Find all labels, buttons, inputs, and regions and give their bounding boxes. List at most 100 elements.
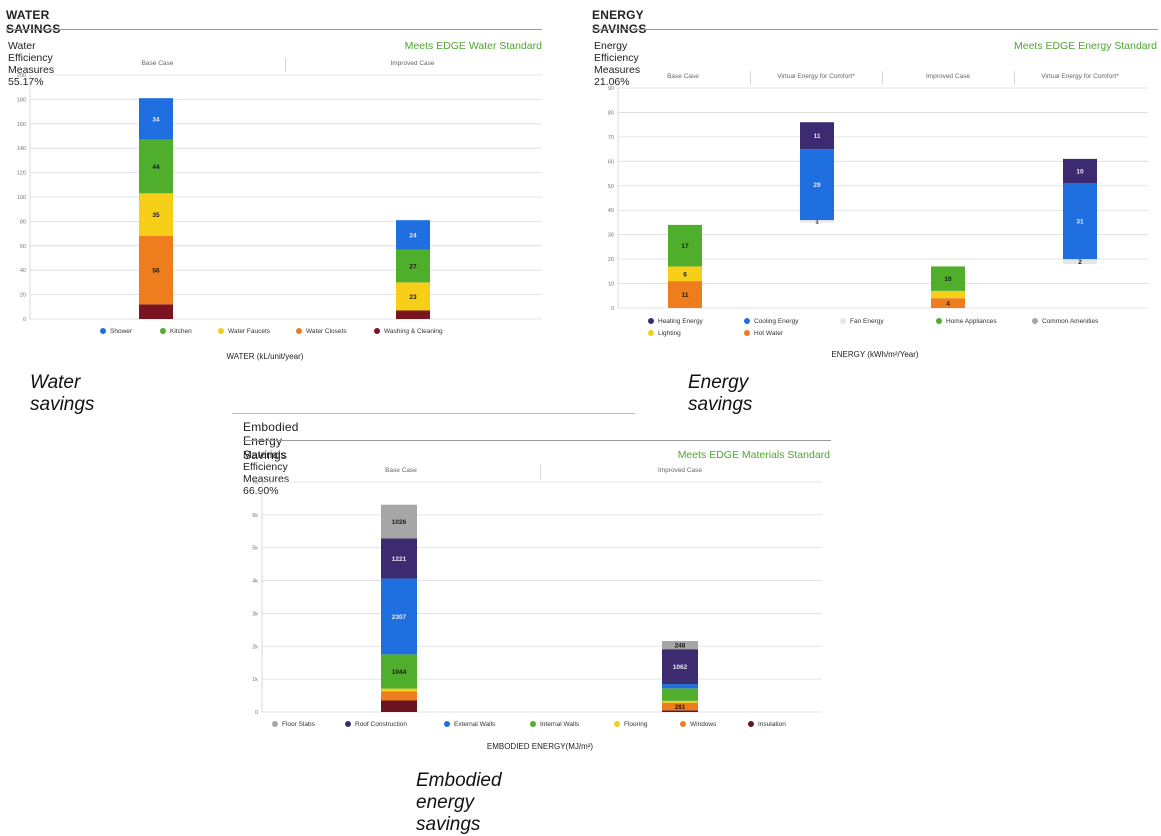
y-tick-label: 40 — [608, 208, 614, 214]
data-label: 1044 — [392, 669, 407, 676]
energy-case-divider — [1014, 71, 1015, 85]
energy-chart: 0 10 20 30 40 50 60 70 80 90 11 6 17 1 29 11 4 10 2 31 10 — [608, 86, 1148, 312]
bar-segment — [381, 578, 417, 655]
materials-case-header-0: Base Case — [385, 467, 417, 474]
legend-label: External Walls — [454, 721, 496, 728]
bar-segment — [668, 224, 702, 267]
bar-segment — [396, 282, 430, 311]
data-label: 2307 — [392, 614, 407, 621]
legend-marker — [680, 721, 686, 728]
bar-segment — [396, 249, 430, 283]
energy-case-divider — [882, 71, 883, 85]
legend-label: Lighting — [658, 330, 681, 337]
energy-title-rule — [592, 29, 1158, 30]
data-label: 11 — [814, 133, 821, 140]
legend-marker — [444, 721, 450, 728]
energy-efficiency-measure: Energy Efficiency Measures 21.06% — [594, 40, 641, 88]
bar-segment — [1063, 158, 1097, 184]
water-standard-status: Meets EDGE Water Standard — [404, 40, 542, 52]
legend-label: Floor Slabs — [282, 721, 315, 728]
materials-x-axis-label: EMBODIED ENERGY(MJ/m²) — [486, 742, 594, 751]
water-case-header-0: Base Case — [141, 60, 174, 67]
legend-marker — [748, 721, 754, 728]
y-tick-label: 40 — [20, 268, 26, 274]
materials-case-header-1: Improved Case — [657, 467, 703, 474]
y-tick-label: 50 — [608, 184, 614, 190]
materials-standard-status: Meets EDGE Materials Standard — [677, 449, 830, 461]
legend-marker — [345, 721, 351, 728]
data-label: 1221 — [392, 556, 407, 563]
y-tick-label: 60 — [608, 159, 614, 165]
bar-segment — [381, 654, 417, 689]
materials-legend-insulation: Insulation — [748, 721, 786, 728]
legend-label: Windows — [690, 721, 717, 728]
y-tick-label: 120 — [17, 171, 26, 177]
y-tick-label: 20 — [608, 257, 614, 263]
y-tick-label: 80 — [608, 110, 614, 116]
legend-label: Insulation — [758, 721, 786, 728]
y-tick-label: 100 — [17, 195, 26, 201]
bar-segment — [931, 266, 965, 291]
water-efficiency-measure: Water Efficiency Measures 55.17% — [8, 40, 55, 88]
bar-segment — [381, 538, 417, 579]
energy-legend-fan: Fan Energy — [840, 318, 884, 325]
materials-title-rule — [243, 440, 831, 441]
energy-case-header-3: Virtual Energy for Comfort* — [1041, 73, 1119, 80]
materials-legend-flooring: Flooring — [614, 721, 647, 728]
materials-caption: Embodied energy savings — [416, 770, 502, 835]
bar-segment — [139, 304, 173, 319]
bar-segment — [662, 702, 698, 711]
legend-marker — [218, 328, 224, 335]
y-tick-label: 0 — [255, 710, 258, 716]
water-legend-faucets: Water Faucets — [218, 328, 270, 335]
bar-segment — [662, 641, 698, 650]
data-label: 4 — [946, 301, 950, 308]
data-label: 1062 — [673, 664, 688, 671]
energy-legend-heating: Heating Energy — [648, 318, 703, 325]
energy-x-axis-label: ENERGY (kWh/m²/Year) — [831, 350, 919, 359]
y-tick-label: 180 — [17, 97, 26, 103]
bar-segment — [662, 710, 698, 712]
legend-marker — [614, 721, 620, 728]
bar-segment — [381, 700, 417, 712]
bar-segment — [800, 220, 834, 223]
water-chart: 0 20 40 60 80 100 120 140 160 180 200 56 35 44 34 23 27 2… — [17, 73, 542, 323]
y-tick-label: 3k — [252, 611, 258, 617]
materials-legend-floor-slabs: Floor Slabs — [272, 721, 315, 728]
y-tick-label: 10 — [608, 282, 614, 288]
y-tick-label: 200 — [17, 73, 26, 79]
bar-segment — [662, 649, 698, 685]
legend-marker — [374, 328, 380, 335]
materials-chart: 0 1k 2k 3k 4k 5k 6k 7k 1044 2307 1221 1026 281 1062 24… — [252, 480, 822, 716]
energy-legend-appliances: Home Appliances — [936, 318, 997, 325]
materials-legend-external-walls: External Walls — [444, 721, 495, 728]
data-label: 281 — [675, 704, 686, 711]
bar-segment — [396, 310, 430, 319]
energy-legend-hot-water: Hot Water — [744, 330, 783, 337]
energy-caption: Energy savings — [688, 372, 753, 415]
bar-segment — [139, 139, 173, 194]
legend-label: Common Amenities — [1042, 318, 1099, 325]
data-label: 17 — [681, 243, 689, 250]
bar-segment — [381, 504, 417, 539]
legend-marker — [648, 318, 654, 325]
energy-standard-status: Meets EDGE Energy Standard — [1014, 40, 1157, 52]
legend-label: Internal Walls — [540, 721, 580, 728]
materials-legend-roof: Roof Construction — [345, 721, 407, 728]
legend-marker — [744, 318, 750, 325]
data-label: 44 — [152, 164, 160, 171]
data-label: 10 — [1076, 169, 1084, 176]
water-x-axis-label: WATER (kL/unit/year) — [226, 352, 304, 361]
data-label: 35 — [152, 212, 160, 219]
data-label: 24 — [409, 232, 417, 239]
y-tick-label: 80 — [20, 219, 26, 225]
y-tick-label: 140 — [17, 146, 26, 152]
materials-panel-title: Embodied Energy Savings — [243, 420, 299, 462]
legend-label: Home Appliances — [946, 318, 997, 325]
legend-label: Washing & Cleaning — [384, 328, 443, 335]
materials-top-rule — [232, 413, 635, 414]
bar-segment — [1063, 259, 1097, 264]
bar-segment — [931, 290, 965, 299]
legend-label: Heating Energy — [658, 318, 703, 325]
water-legend-washing: Washing & Cleaning — [374, 328, 443, 335]
